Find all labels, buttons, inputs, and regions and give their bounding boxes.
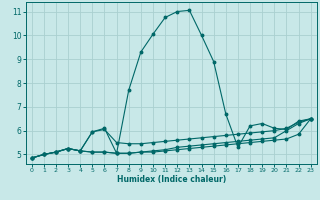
X-axis label: Humidex (Indice chaleur): Humidex (Indice chaleur) [116, 175, 226, 184]
